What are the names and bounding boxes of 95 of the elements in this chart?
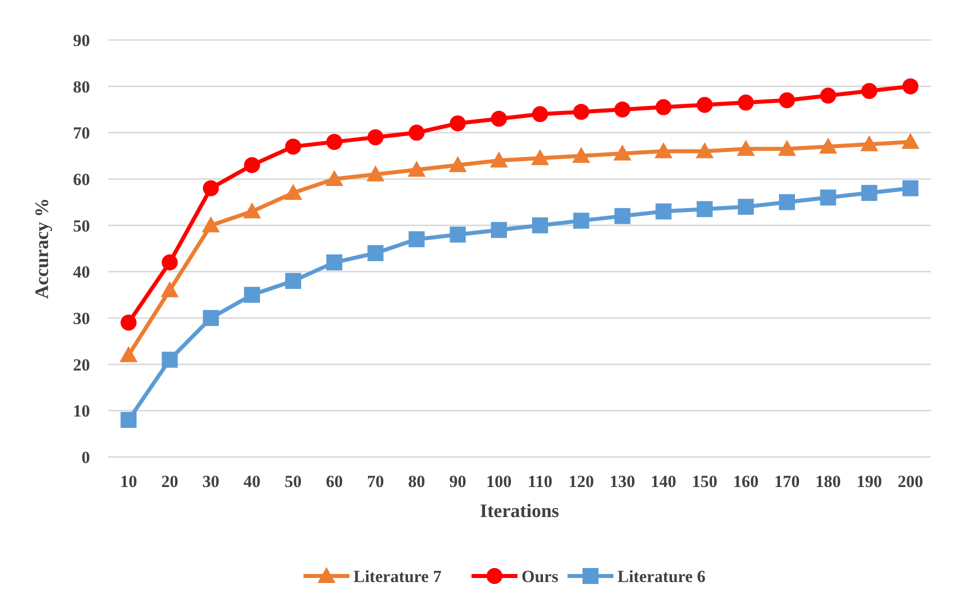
point — [614, 102, 630, 118]
point — [162, 254, 178, 270]
y-axis-title: Accuracy % — [32, 198, 53, 299]
y-tick-label: 50 — [73, 216, 90, 236]
point — [738, 198, 754, 215]
point — [778, 92, 795, 108]
point — [490, 151, 508, 168]
point — [450, 115, 466, 132]
y-tick-label: 80 — [73, 77, 90, 96]
x-tick-label: 80 — [408, 472, 426, 491]
x-tick-label: 10 — [120, 472, 138, 491]
point — [243, 202, 262, 218]
x-tick-label: 100 — [486, 472, 512, 491]
point — [532, 217, 548, 234]
point — [120, 412, 137, 428]
point — [614, 208, 630, 224]
point — [450, 226, 466, 243]
x-tick-label: 40 — [244, 472, 261, 491]
point — [162, 352, 178, 368]
point — [408, 124, 425, 141]
y-tick-label: 0 — [82, 448, 90, 467]
point — [778, 140, 796, 156]
point — [326, 134, 342, 150]
point — [820, 190, 836, 206]
x-tick-label: 60 — [326, 472, 343, 491]
x-tick-label: 150 — [692, 472, 718, 491]
point — [573, 104, 590, 120]
point — [819, 138, 838, 154]
x-tick-label: 180 — [815, 472, 841, 491]
point — [120, 346, 138, 362]
point — [408, 160, 426, 177]
point — [284, 184, 302, 200]
y-tick-label: 70 — [73, 124, 90, 143]
point — [696, 142, 714, 158]
point — [738, 94, 754, 111]
point — [202, 180, 219, 196]
point — [861, 82, 878, 99]
x-tick-label: 140 — [650, 472, 676, 491]
point — [572, 146, 590, 163]
point — [820, 88, 836, 104]
point — [285, 272, 302, 289]
point — [573, 212, 590, 229]
point — [656, 99, 672, 116]
point — [696, 96, 713, 113]
point — [244, 286, 260, 303]
y-tick-label: 10 — [73, 402, 90, 421]
legend-label: Literature 6 — [618, 566, 706, 586]
point — [160, 281, 179, 298]
point — [244, 157, 260, 174]
point — [902, 180, 918, 196]
point — [736, 140, 755, 156]
x-tick-label: 130 — [610, 472, 636, 491]
point — [367, 129, 384, 146]
point — [408, 231, 425, 248]
x-tick-label: 90 — [449, 472, 466, 491]
point — [654, 142, 673, 158]
x-tick-label: 120 — [568, 472, 594, 491]
x-tick-label: 70 — [366, 472, 384, 491]
point — [696, 201, 713, 218]
point — [531, 149, 550, 166]
point — [120, 314, 137, 331]
x-tick-label: 200 — [898, 472, 924, 491]
point — [202, 310, 219, 326]
point — [448, 156, 467, 172]
x-tick-label: 110 — [528, 472, 552, 491]
point — [901, 132, 920, 149]
x-tick-label: 160 — [733, 472, 759, 491]
y-tick-label: 20 — [73, 355, 90, 374]
point — [202, 216, 220, 232]
point — [778, 194, 795, 210]
point — [367, 245, 384, 262]
point — [490, 110, 507, 127]
point — [366, 165, 384, 182]
point — [861, 184, 878, 201]
point — [532, 106, 548, 122]
point — [490, 222, 507, 238]
y-tick-label: 30 — [73, 308, 90, 328]
x-axis-title: Iterations — [480, 501, 560, 522]
point — [613, 144, 632, 161]
point — [325, 170, 344, 186]
y-tick-label: 40 — [73, 262, 90, 282]
legend-label: Literature 7 — [354, 566, 442, 586]
point — [326, 254, 342, 270]
x-tick-label: 50 — [284, 472, 302, 491]
y-tick-label: 60 — [73, 170, 90, 189]
x-tick-label: 30 — [202, 472, 220, 491]
x-tick-label: 20 — [161, 472, 178, 491]
legend-label: Ours — [522, 566, 559, 586]
y-tick-label: 90 — [73, 30, 90, 50]
point — [902, 78, 918, 94]
x-tick-label: 170 — [774, 472, 800, 491]
point — [285, 138, 302, 155]
point — [656, 203, 672, 220]
x-tick-label: 190 — [856, 472, 882, 491]
point — [860, 135, 878, 152]
